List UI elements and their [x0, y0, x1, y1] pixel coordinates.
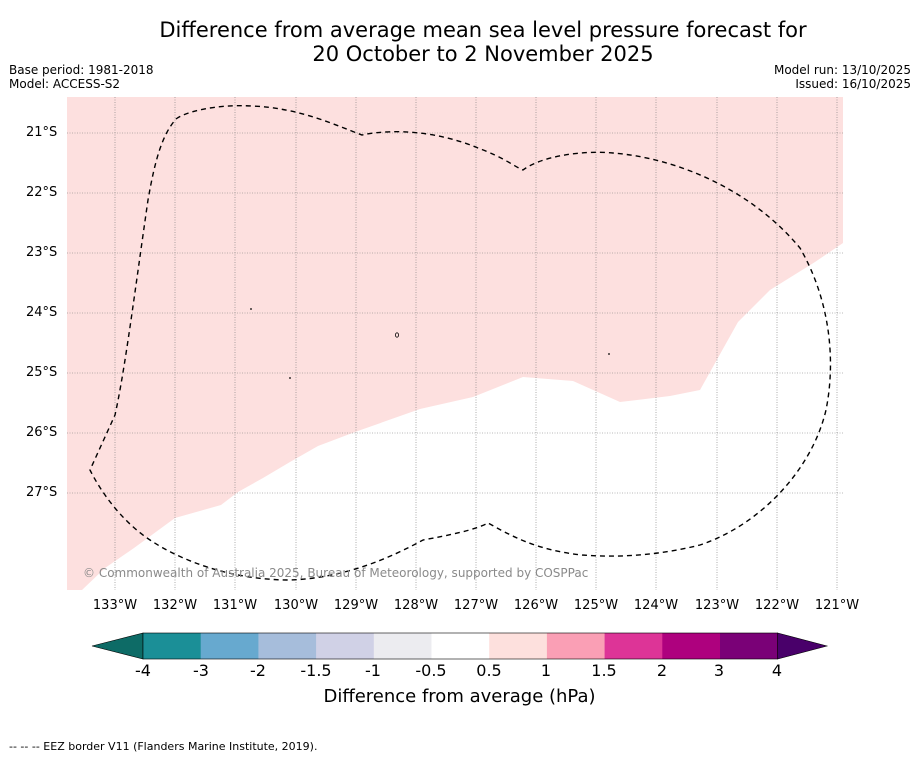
colorbar-swatch: [431, 633, 490, 659]
lon-gridlines: [114, 97, 838, 590]
lat-label: 23°S: [26, 245, 58, 260]
colorbar-swatch: [546, 633, 605, 659]
positive-anomaly-region: [67, 97, 843, 590]
lon-label: 133°W: [92, 598, 138, 613]
colorbar-swatch: [604, 633, 663, 659]
colorbar-tick-label: 1.5: [591, 661, 617, 680]
issued-date: Issued: 16/10/2025: [795, 77, 911, 91]
colorbar-tick-label: 1: [540, 661, 552, 680]
colorbar-swatch: [258, 633, 317, 659]
colorbar-tick-label: -3: [193, 661, 209, 680]
colorbar-swatch: [720, 633, 779, 659]
colorbar-tick-label: -2: [250, 661, 266, 680]
lat-label: 24°S: [26, 305, 58, 320]
colorbar-tick-label: -1.5: [300, 661, 332, 680]
meta-right: Model run: 13/10/2025 Issued: 16/10/2025: [774, 63, 911, 91]
lon-label: 132°W: [152, 598, 198, 613]
colorbar-extend-low: [91, 632, 144, 660]
colorbar-tick-label: 3: [713, 661, 725, 680]
lon-label: 125°W: [573, 598, 619, 613]
lon-label: 122°W: [754, 598, 800, 613]
colorbar-tick-label: -1: [365, 661, 381, 680]
lon-label: 123°W: [694, 598, 740, 613]
model-run: Model run: 13/10/2025: [773, 63, 911, 77]
meta-left: Base period: 1981-2018 Model: ACCESS-S2: [9, 63, 154, 91]
colorbar-extend-high: [777, 632, 829, 660]
colorbar-label: Difference from average (hPa): [323, 686, 596, 707]
lat-gridlines: [67, 132, 843, 494]
lat-label: 27°S: [26, 485, 58, 500]
colorbar-tick-label: 0.5: [476, 661, 502, 680]
lon-label: 124°W: [633, 598, 679, 613]
colorbar-swatch: [316, 633, 375, 659]
base-period: Base period: 1981-2018: [9, 63, 154, 77]
colorbar: [91, 632, 829, 660]
title-line-1: Difference from average mean sea level p…: [159, 18, 807, 42]
colorbar-tick-label: 4: [771, 661, 783, 680]
colorbar-swatch: [662, 633, 721, 659]
lat-label: 22°S: [26, 185, 58, 200]
lat-label: 26°S: [26, 425, 58, 440]
lon-label: 130°W: [273, 598, 319, 613]
colorbar-tick-label: 2: [656, 661, 668, 680]
colorbar-swatch: [489, 633, 548, 659]
lat-label: 25°S: [26, 365, 58, 380]
eez-border: [89, 104, 832, 581]
islands: [250, 308, 610, 379]
lon-label: 129°W: [333, 598, 379, 613]
lon-label: 127°W: [453, 598, 499, 613]
colorbar-swatch: [373, 633, 432, 659]
lon-label: 131°W: [212, 598, 258, 613]
title-line-2: 20 October to 2 November 2025: [312, 42, 654, 66]
colorbar-tick-label: -4: [135, 661, 151, 680]
colorbar-swatch: [143, 633, 202, 659]
lon-label: 126°W: [513, 598, 559, 613]
model-name: Model: ACCESS-S2: [9, 77, 121, 91]
colorbar-swatch: [200, 633, 259, 659]
colorbar-tick-label: -0.5: [415, 661, 447, 680]
lon-label: 128°W: [393, 598, 439, 613]
chart-title: Difference from average mean sea level p…: [0, 18, 919, 66]
eez-footnote: -- -- -- EEZ border V11 (Flanders Marine…: [9, 740, 318, 753]
copyright-notice: © Commonwealth of Australia 2025, Bureau…: [83, 566, 589, 580]
lat-label: 21°S: [26, 125, 58, 140]
lon-label: 121°W: [814, 598, 860, 613]
